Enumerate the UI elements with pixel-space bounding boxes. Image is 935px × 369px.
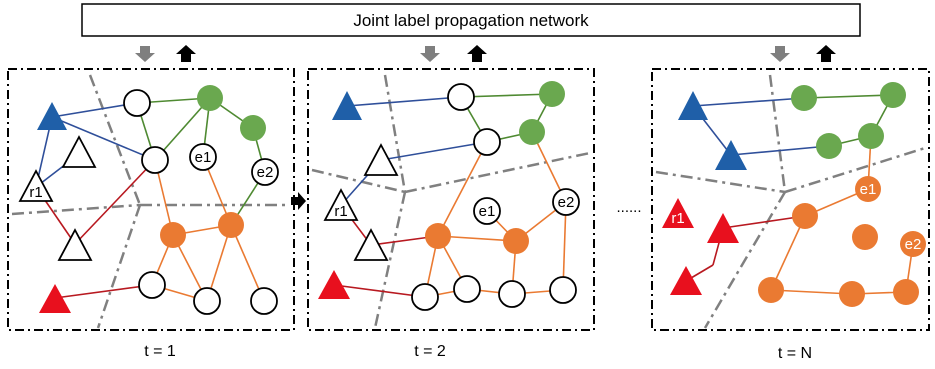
entity-node <box>447 83 475 111</box>
panel-border <box>7 68 295 331</box>
node-label-e2: e2 <box>905 236 922 253</box>
relation-node <box>353 228 389 261</box>
node-label-r1: r1 <box>334 203 347 220</box>
panel-t1: e1 e2 r1 <box>7 68 295 331</box>
relation-node <box>678 91 708 120</box>
entity-node <box>193 287 221 315</box>
entity-node <box>160 222 186 248</box>
entity-node <box>498 280 526 308</box>
up-arrow-icon <box>176 45 196 62</box>
up-arrow-icon <box>467 45 487 62</box>
entity-node-e1 <box>855 176 881 202</box>
relation-node <box>715 140 747 170</box>
relation-node-r1 <box>323 188 359 221</box>
node-label-e2: e2 <box>558 194 575 211</box>
entity-node-e1 <box>473 197 501 225</box>
entity-node <box>453 275 481 303</box>
caption-t2: t = 2 <box>414 343 446 360</box>
entity-node <box>138 271 166 299</box>
relation-node <box>363 143 399 176</box>
node-label-e1: e1 <box>860 181 877 198</box>
panel-tN: e1 e2 r1 <box>651 68 930 331</box>
node-label-r1: r1 <box>29 184 42 201</box>
arrow-pair-2 <box>420 45 487 62</box>
entity-node-e2 <box>251 158 279 186</box>
panel-t2: e1 e2 r1 <box>307 68 595 331</box>
entity-node <box>880 82 906 108</box>
entity-node <box>539 81 565 107</box>
relation-node <box>61 135 97 168</box>
entity-node <box>250 287 278 315</box>
entity-node <box>411 283 439 311</box>
entity-node <box>141 146 169 174</box>
entity-node <box>791 85 817 111</box>
entity-node <box>816 133 842 159</box>
right-arrow-icon <box>291 192 306 210</box>
panel-border <box>651 68 930 331</box>
partition-lines <box>655 74 926 329</box>
relation-node <box>57 228 93 261</box>
relation-node <box>39 284 71 313</box>
entity-node <box>852 224 878 250</box>
caption-t1: t = 1 <box>144 343 176 360</box>
relation-node <box>332 91 362 120</box>
entity-node <box>503 228 529 254</box>
down-arrow-icon <box>770 46 790 62</box>
relation-node-r1 <box>662 198 694 228</box>
down-arrow-icon <box>135 46 155 62</box>
relation-node <box>707 213 739 243</box>
entity-node <box>758 277 784 303</box>
node-label-e1: e1 <box>195 149 212 166</box>
up-arrow-icon <box>816 45 836 62</box>
entity-node-e2 <box>900 231 926 257</box>
entity-node-e2 <box>552 188 580 216</box>
entity-node <box>197 85 223 111</box>
entity-node <box>549 276 577 304</box>
network-title: Joint label propagation network <box>353 11 589 30</box>
network-box <box>81 3 861 37</box>
entity-node-e1 <box>189 143 217 171</box>
entity-node <box>792 203 818 229</box>
relation-node <box>37 102 67 130</box>
entity-node <box>858 123 884 149</box>
arrow-pair-3 <box>770 45 836 62</box>
relation-node-r1 <box>18 169 54 202</box>
node-label-e2: e2 <box>257 164 274 181</box>
entity-node <box>893 279 919 305</box>
entity-node <box>473 128 501 156</box>
down-arrow-icon <box>420 46 440 62</box>
entity-node <box>123 89 151 117</box>
ellipsis: ...... <box>616 199 641 216</box>
node-label-r1: r1 <box>671 210 684 227</box>
entity-node <box>218 212 244 238</box>
panel-border <box>307 68 595 331</box>
partition-lines <box>311 74 591 329</box>
caption-tN: t = N <box>778 345 812 362</box>
entity-node <box>240 115 266 141</box>
relation-node <box>670 266 702 295</box>
entity-node <box>519 119 545 145</box>
entity-node <box>425 223 451 249</box>
entity-node <box>839 281 865 307</box>
arrow-pair-1 <box>135 45 196 62</box>
node-label-e1: e1 <box>479 203 496 220</box>
relation-node <box>318 270 350 299</box>
